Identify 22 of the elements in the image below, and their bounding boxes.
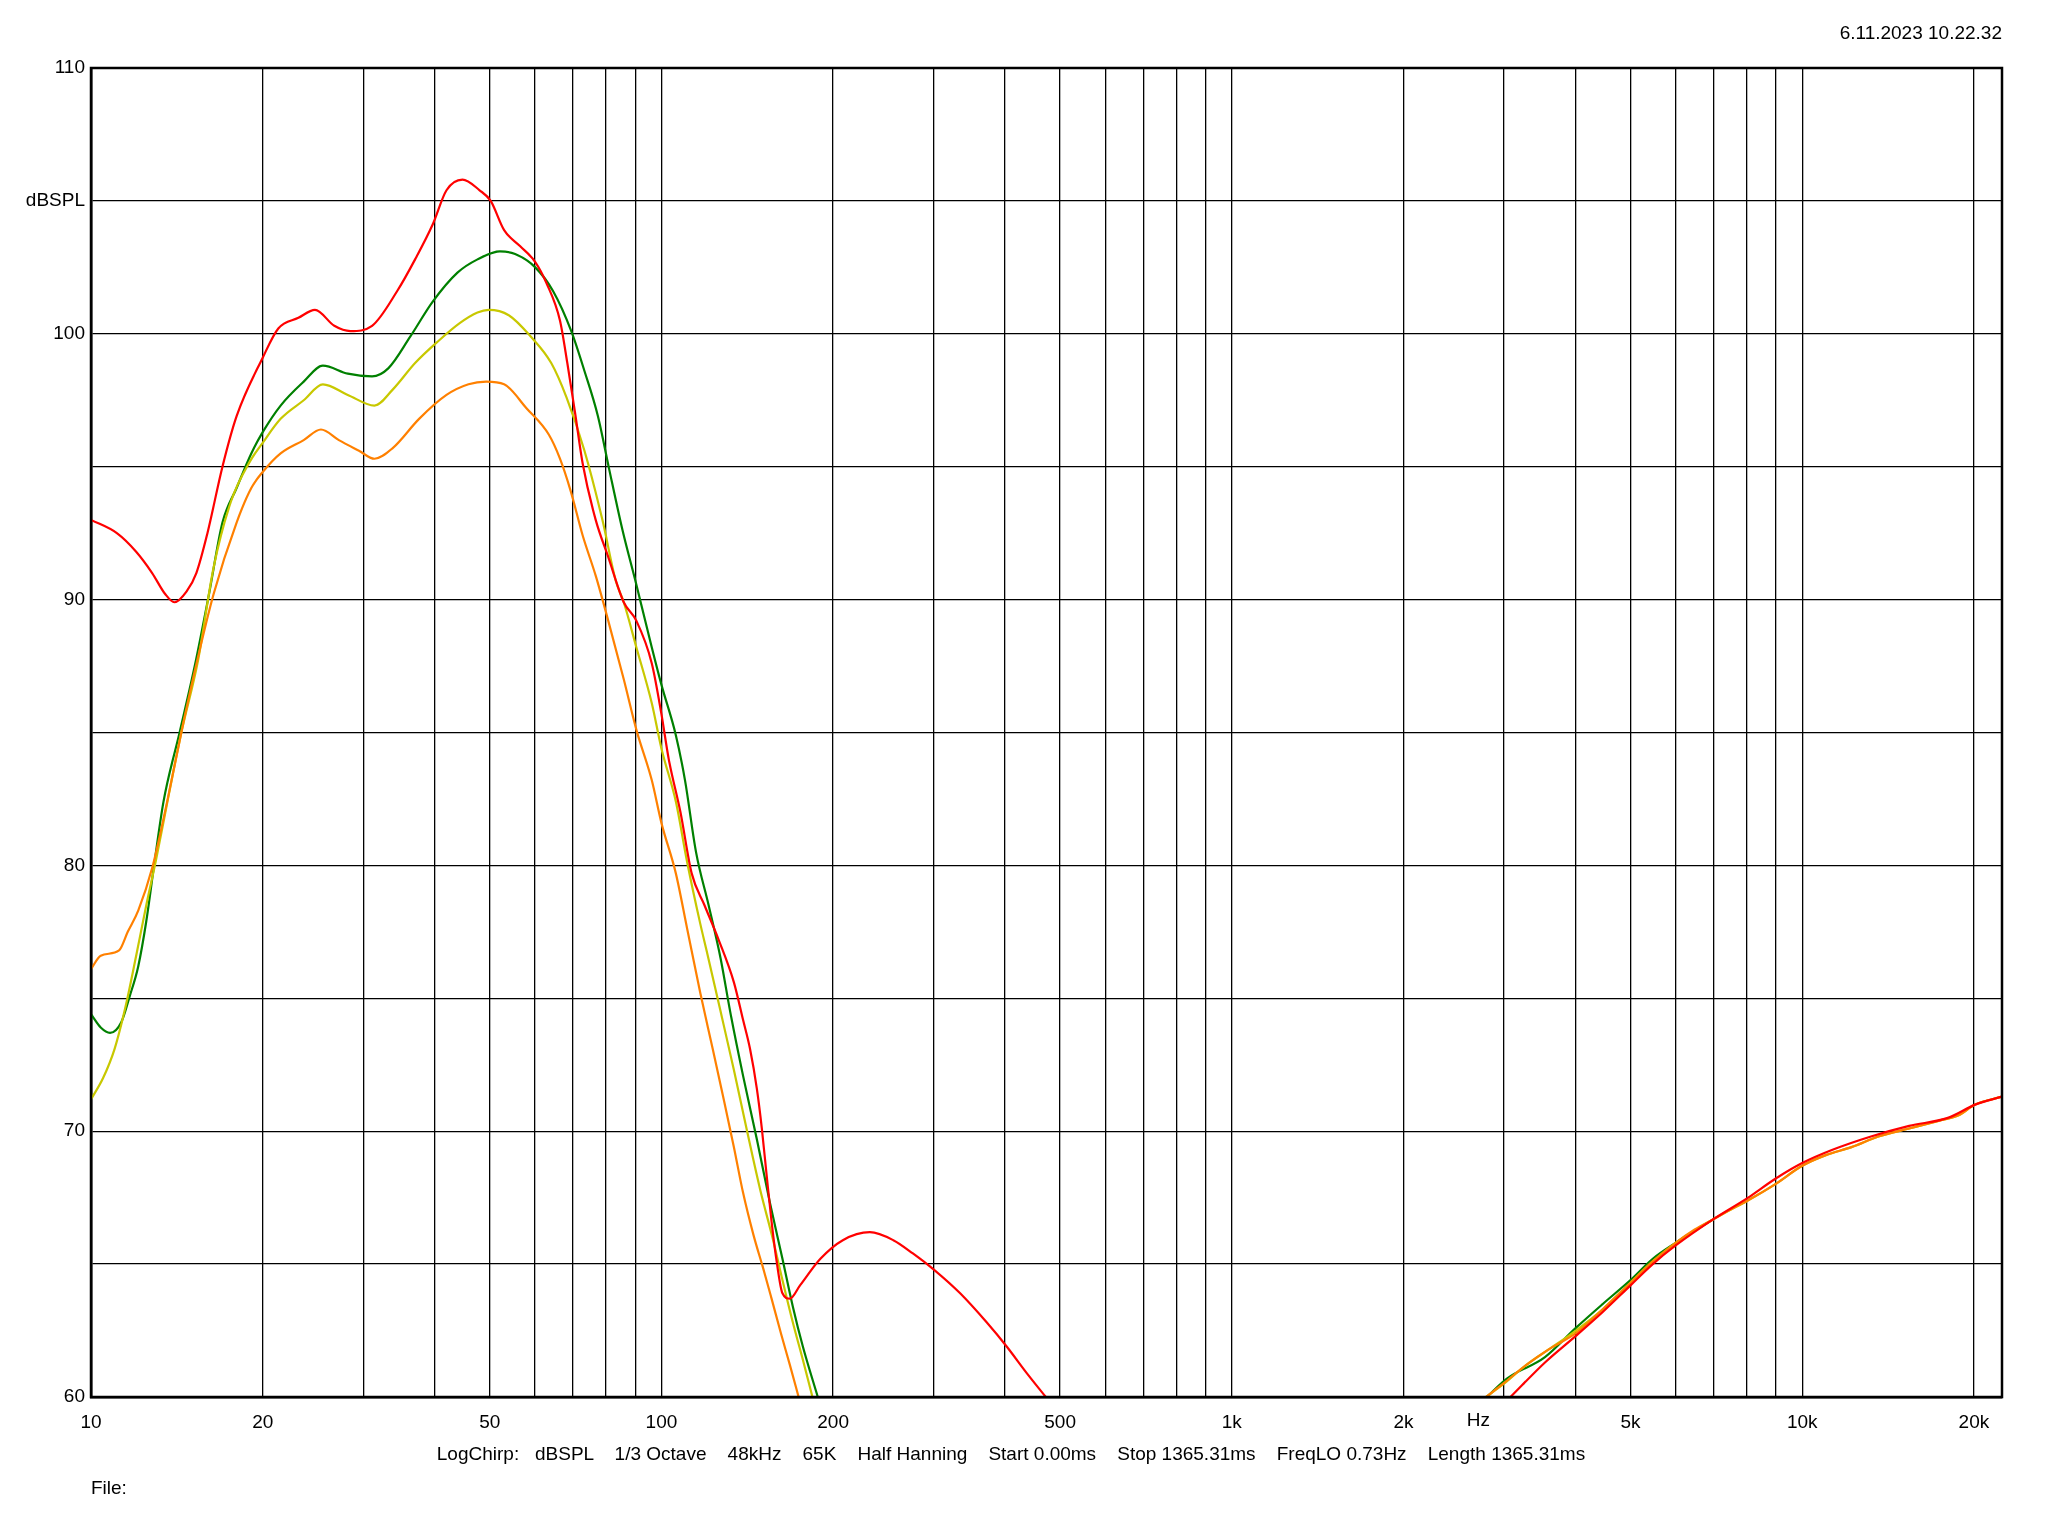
x-tick-label: 1k: [1221, 1410, 1243, 1432]
text: 6.11.2023 10.22.32: [1839, 22, 2002, 44]
x-tick-label: 10k: [1786, 1410, 1819, 1432]
x-tick-label: 10: [80, 1410, 102, 1432]
y-tick-label: 60: [63, 1385, 85, 1407]
text: File:: [91, 1477, 127, 1499]
text: LogChirp: dBSPL 1/3 Octave 48kHz 65K Half Hanning Start 0.00ms Stop 1365.31ms FreqLO 0.73Hz Length 1365.31ms: [436, 1443, 1586, 1465]
x-tick-label: 2k: [1393, 1410, 1415, 1432]
x-tick-label: 100: [645, 1410, 678, 1432]
y-tick-label: 70: [63, 1119, 85, 1141]
x-tick-label: 20: [252, 1410, 274, 1432]
y-tick-label: 110: [54, 56, 85, 78]
x-tick-label: 5k: [1620, 1410, 1642, 1432]
x-axis-title: Hz: [1466, 1409, 1490, 1431]
x-tick-label: 20k: [1958, 1410, 1990, 1432]
x-tick-label: 500: [1044, 1410, 1076, 1432]
y-axis-title: dBSPL: [25, 189, 85, 211]
x-tick-label: 50: [479, 1410, 501, 1432]
x-tick-label: 200: [817, 1410, 849, 1432]
y-tick-label: 100: [53, 322, 85, 344]
y-tick-label: 90: [63, 587, 85, 609]
y-tick-label: 80: [63, 853, 85, 875]
